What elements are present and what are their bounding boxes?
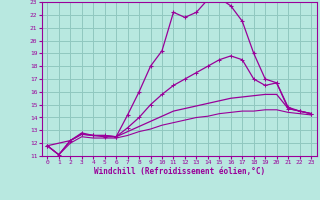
X-axis label: Windchill (Refroidissement éolien,°C): Windchill (Refroidissement éolien,°C) [94, 167, 265, 176]
